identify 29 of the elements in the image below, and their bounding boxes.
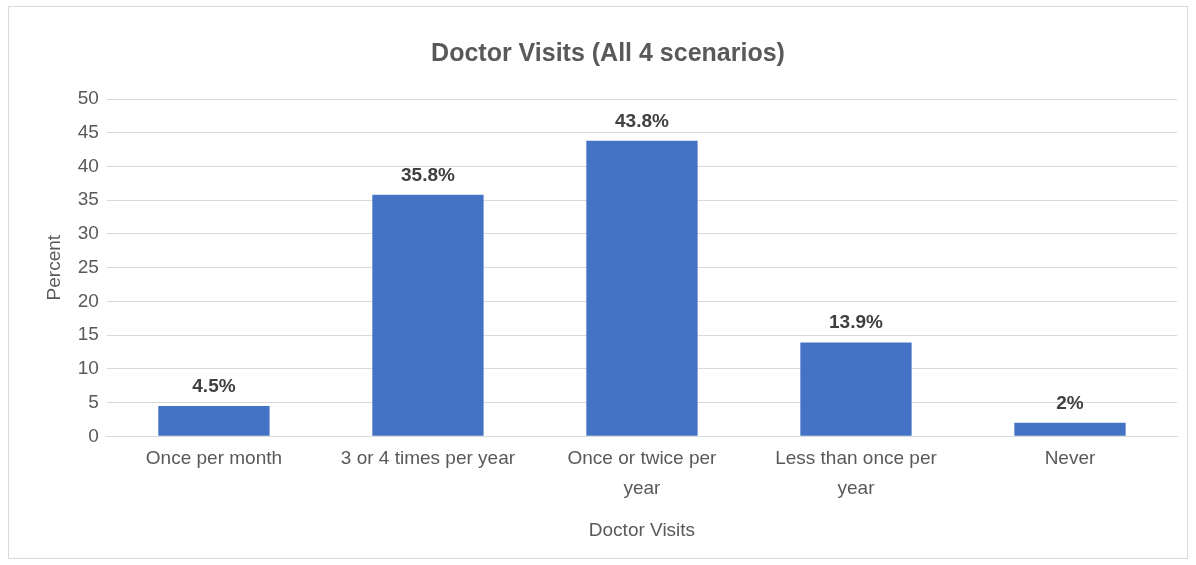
- x-tick-label: Once or twice per year: [567, 447, 718, 498]
- y-tick-label: 50: [77, 87, 99, 109]
- y-tick-label: 45: [77, 120, 99, 142]
- y-tick-label: 0: [88, 424, 99, 446]
- bar: [372, 194, 484, 436]
- bar: [586, 140, 698, 436]
- y-tick-label: 35: [77, 188, 99, 210]
- y-tick-label: 5: [88, 390, 99, 412]
- y-tick-label: 15: [77, 323, 99, 345]
- y-tick-label: 10: [77, 357, 99, 379]
- data-label: 4.5%: [192, 374, 236, 396]
- y-tick-label: 25: [77, 255, 99, 277]
- y-tick-label: 20: [77, 289, 99, 311]
- bar: [800, 342, 912, 436]
- bar: [158, 405, 270, 436]
- data-label: 43.8%: [615, 109, 670, 131]
- x-tick-label: Never: [1044, 447, 1096, 469]
- x-tick-label: 3 or 4 times per year: [340, 447, 516, 469]
- y-tick-label: 30: [77, 222, 99, 244]
- y-axis-title: Percent: [42, 234, 64, 301]
- x-axis-title: Doctor Visits: [588, 518, 696, 540]
- bar: [1014, 422, 1126, 436]
- x-tick-label: Less than once per year: [775, 447, 938, 498]
- chart-title: Doctor Visits (All 4 scenarios): [431, 37, 785, 66]
- data-label: 35.8%: [401, 163, 455, 185]
- data-label: 2%: [1056, 391, 1084, 413]
- data-label: 13.9%: [829, 311, 884, 333]
- y-tick-label: 40: [77, 154, 99, 176]
- x-tick-label: Once per month: [145, 447, 283, 469]
